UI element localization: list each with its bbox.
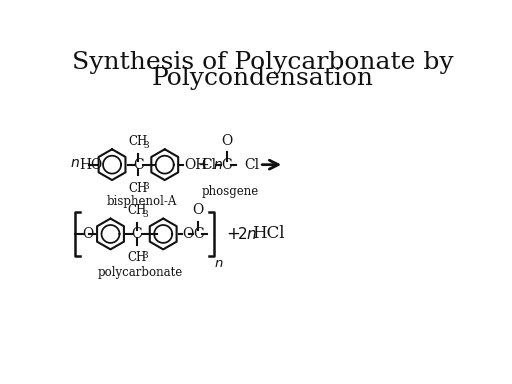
Text: $2n$: $2n$ [237, 226, 257, 242]
Text: CH: CH [127, 251, 146, 264]
Text: C: C [132, 227, 142, 241]
Text: 3: 3 [144, 141, 150, 150]
Text: $n$: $n$ [215, 257, 224, 270]
Text: Cl: Cl [244, 158, 259, 172]
Text: polycarbonate: polycarbonate [98, 266, 183, 279]
Text: Synthesis of Polycarbonate by: Synthesis of Polycarbonate by [72, 51, 453, 74]
Text: HCl: HCl [252, 225, 285, 242]
Text: 3: 3 [142, 210, 148, 219]
Text: $n$: $n$ [70, 156, 80, 170]
Text: O: O [82, 227, 94, 241]
Text: CH: CH [129, 135, 148, 148]
Text: O: O [193, 203, 204, 217]
Text: 3: 3 [142, 251, 148, 260]
Text: CH: CH [129, 182, 148, 195]
Text: O: O [221, 134, 232, 148]
Text: Cl: Cl [201, 158, 216, 172]
Text: bisphenol-A: bisphenol-A [107, 195, 178, 209]
Text: C: C [193, 227, 203, 241]
Text: Polycondensation: Polycondensation [152, 67, 373, 90]
Text: CH: CH [127, 204, 146, 217]
Text: OH: OH [184, 158, 207, 172]
Text: $+$: $+$ [226, 225, 240, 243]
Text: phosgene: phosgene [201, 185, 259, 198]
Text: C: C [221, 158, 232, 172]
Text: 3: 3 [144, 182, 150, 190]
Text: HO: HO [79, 158, 103, 172]
Text: O: O [183, 227, 194, 241]
Text: $+\ n$: $+\ n$ [197, 158, 223, 172]
Text: C: C [133, 158, 144, 172]
